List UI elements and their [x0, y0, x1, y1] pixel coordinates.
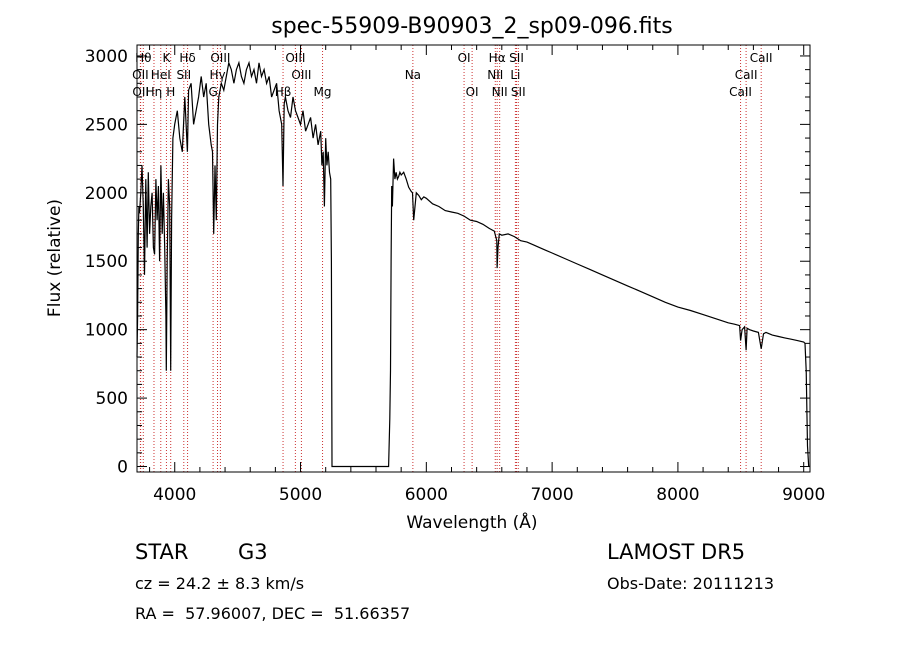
y-tick-label: 2000: [85, 184, 128, 204]
obs-date: Obs-Date: 20111213: [607, 574, 775, 593]
spectral-line-label: G: [208, 85, 217, 99]
spectral-line-label: Hη: [146, 85, 163, 99]
spectral-line-label: NII: [492, 85, 508, 99]
y-tick-label: 1000: [85, 321, 128, 341]
spectral-line-label: CaII: [750, 51, 773, 65]
spectral-line-label: Li: [510, 68, 520, 82]
spectral-line-label: Na: [405, 68, 421, 82]
spectral-lines-layer: [139, 45, 762, 472]
spectral-line-label: Hδ: [179, 51, 195, 65]
survey-name: LAMOST DR5: [607, 540, 746, 564]
x-tick-label: 7000: [530, 485, 573, 505]
spectral-line-label: NII: [487, 68, 503, 82]
spectral-line-label: OIII: [291, 68, 311, 82]
x-axis: 4000 5000 6000 7000 8000 9000: [149, 45, 825, 505]
x-tick-label: 5000: [279, 485, 322, 505]
x-tick-label: 4000: [153, 485, 196, 505]
spectral-line-label: Hγ: [209, 68, 225, 82]
spectral-line-label: Hθ: [135, 51, 151, 65]
y-tick-label: 500: [96, 389, 128, 409]
spectral-line-label: Mg: [314, 85, 332, 99]
x-tick-label: 6000: [405, 485, 448, 505]
object-class: STAR: [135, 540, 189, 564]
spectral-line-label: SII: [176, 68, 191, 82]
spectral-line-label: OI: [466, 85, 479, 99]
x-tick-label: 9000: [782, 485, 825, 505]
y-axis: 0 500 1000 1500 2000 2500 3000: [85, 47, 810, 478]
spectral-line-label: CaII: [735, 68, 758, 82]
spectral-line-label: OII: [132, 68, 149, 82]
spectral-line-label: Hβ: [275, 85, 292, 99]
plot-frame: [136, 44, 811, 473]
spectral-line-label: OIII: [285, 51, 305, 65]
x-tick-label: 8000: [656, 485, 699, 505]
x-axis-label: Wavelength (Å): [406, 511, 537, 533]
spectral-line-label: HeI: [151, 68, 171, 82]
y-axis-label: Flux (relative): [45, 199, 65, 317]
spectrum-line: [136, 60, 810, 468]
spectral-line-label: Hα: [489, 51, 506, 65]
spectral-line-label: CaII: [729, 85, 752, 99]
spectral-line-label: SII: [511, 85, 526, 99]
y-tick-label: 0: [117, 458, 128, 478]
spectral-line-label: K: [162, 51, 171, 65]
chart-title: spec-55909-B90903_2_sp09-096.fits: [271, 14, 673, 39]
subclass: G3: [238, 540, 268, 564]
series-layer: [136, 60, 810, 468]
spectral-line-label: SII: [509, 51, 524, 65]
spectral-line-label: OIII: [210, 51, 230, 65]
coordinates: RA = 57.96007, DEC = 51.66357: [135, 604, 411, 623]
spectral-line-label: H: [166, 85, 175, 99]
y-tick-label: 2500: [85, 115, 128, 135]
y-tick-label: 1500: [85, 252, 128, 272]
y-tick-label: 3000: [85, 47, 128, 67]
spectral-line-label: OI: [458, 51, 471, 65]
redshift-text: cz = 24.2 ± 8.3 km/s: [135, 574, 305, 593]
